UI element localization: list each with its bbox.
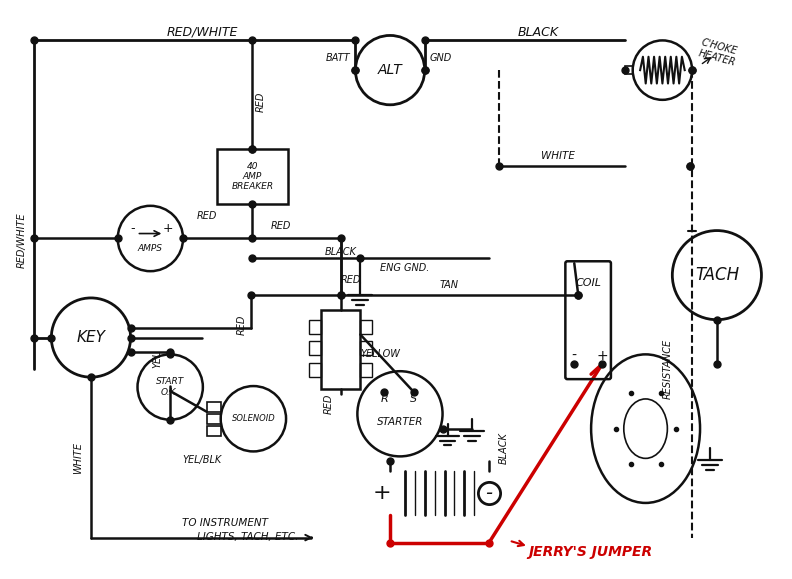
- Bar: [207, 426, 221, 435]
- Text: R: R: [380, 394, 388, 404]
- Text: +: +: [373, 483, 391, 503]
- Text: AMPS: AMPS: [138, 244, 163, 253]
- Text: RED: RED: [255, 91, 265, 112]
- Text: -: -: [131, 222, 135, 235]
- Text: RED: RED: [324, 394, 333, 414]
- Text: -: -: [572, 349, 577, 364]
- Text: LIGHTS, TACH, ETC.: LIGHTS, TACH, ETC.: [197, 532, 299, 541]
- Text: S: S: [410, 394, 417, 404]
- Bar: [321, 310, 360, 389]
- Bar: [360, 342, 372, 356]
- Text: BLACK: BLACK: [518, 26, 559, 39]
- Text: RED: RED: [196, 211, 217, 221]
- Text: +: +: [163, 222, 173, 235]
- Bar: [309, 320, 321, 334]
- Bar: [625, 66, 633, 74]
- Text: ALT: ALT: [378, 63, 402, 77]
- Bar: [309, 342, 321, 356]
- Text: TAN: TAN: [440, 280, 459, 290]
- Text: JERRY'S JUMPER: JERRY'S JUMPER: [529, 545, 653, 559]
- Text: -: -: [485, 483, 493, 503]
- Text: STARTER: STARTER: [377, 417, 423, 427]
- Text: 40
AMP
BREAKER: 40 AMP BREAKER: [231, 162, 273, 192]
- Text: TO INSTRUMENT: TO INSTRUMENT: [182, 518, 268, 527]
- Text: RED: RED: [271, 221, 291, 230]
- Text: BLACK: BLACK: [325, 247, 356, 257]
- Text: KEY: KEY: [77, 330, 105, 345]
- Text: C'HOKE
HEATER: C'HOKE HEATER: [697, 37, 740, 68]
- Text: BATT: BATT: [326, 53, 350, 63]
- Text: RED: RED: [341, 275, 360, 285]
- Text: RED/WHITE: RED/WHITE: [17, 212, 27, 268]
- Text: YEL: YEL: [152, 350, 162, 368]
- Bar: [309, 363, 321, 377]
- Text: BLACK: BLACK: [499, 433, 509, 464]
- Bar: [217, 149, 288, 204]
- Text: COIL: COIL: [575, 278, 601, 288]
- Text: RESISTANCE: RESISTANCE: [662, 339, 672, 400]
- Bar: [207, 414, 221, 424]
- Bar: [207, 402, 221, 412]
- Text: SOLENOID: SOLENOID: [231, 414, 276, 423]
- Text: YEL/BLK: YEL/BLK: [182, 455, 222, 466]
- Text: GND: GND: [430, 53, 452, 63]
- Text: RED: RED: [237, 314, 246, 335]
- Bar: [360, 363, 372, 377]
- Text: WHITE: WHITE: [542, 151, 575, 162]
- Text: START
O.K.: START O.K.: [156, 378, 185, 397]
- Text: +: +: [596, 349, 607, 364]
- Bar: [360, 320, 372, 334]
- Text: TACH: TACH: [695, 266, 739, 284]
- Text: ENG GND.: ENG GND.: [380, 263, 429, 273]
- Text: WHITE: WHITE: [73, 442, 83, 474]
- Text: YELLOW: YELLOW: [360, 349, 400, 360]
- Text: RED/WHITE: RED/WHITE: [166, 26, 238, 39]
